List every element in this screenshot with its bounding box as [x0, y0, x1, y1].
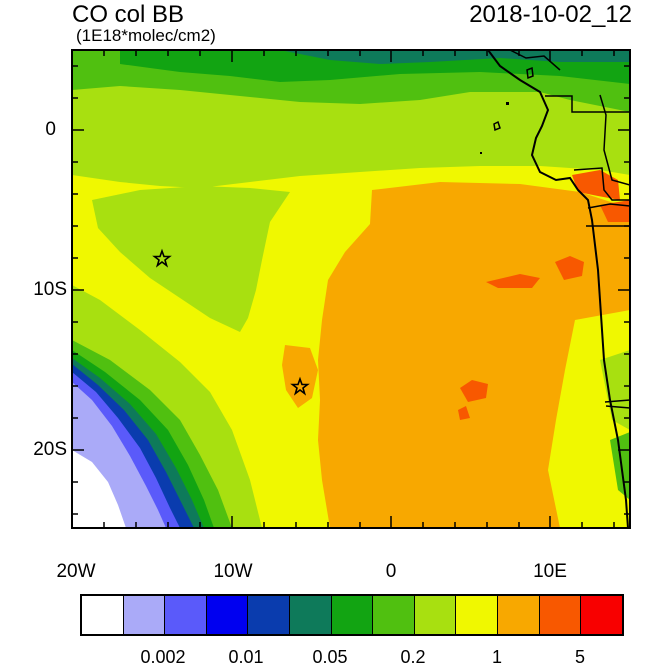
patch-dark-orange-4 [458, 406, 470, 420]
border-1 [545, 95, 630, 113]
colorbar-box [456, 596, 499, 634]
lon-label-10e: 10E [533, 561, 567, 582]
colorbar-box [165, 596, 207, 634]
colorbar-label-1: 1 [491, 647, 502, 667]
border-3 [573, 167, 630, 201]
border-2 [599, 94, 630, 186]
patch-dark-orange-1 [555, 256, 584, 280]
lat-label-0: 0 [45, 119, 56, 140]
island-2 [493, 120, 501, 132]
map-panel [71, 49, 631, 529]
lon-label-0: 0 [385, 561, 397, 582]
star-marker-1 [152, 248, 172, 268]
colorbar-box [248, 596, 291, 634]
sw-white [72, 450, 126, 528]
island-3 [506, 102, 509, 105]
patch-dark-orange-2 [486, 274, 540, 288]
plot-title: CO col BB [72, 1, 185, 28]
island-1 [526, 66, 534, 80]
colorbar-box [498, 596, 540, 634]
colorbar-box [581, 596, 622, 634]
units-label: (1E18*molec/cm2) [76, 26, 216, 45]
island-4 [480, 152, 482, 154]
colorbar-box [123, 596, 166, 634]
colorbar-box [373, 596, 415, 634]
star-marker-2 [290, 376, 310, 396]
patch-dark-orange-3 [460, 380, 488, 402]
colorbar [80, 594, 624, 636]
land-green-2 [610, 432, 630, 500]
colorbar-box [82, 596, 124, 634]
patch-dark-orange-5 [572, 170, 620, 200]
region-orange [318, 182, 630, 528]
colorbar-box [290, 596, 332, 634]
lon-label-10w: 10W [213, 561, 253, 582]
colorbar-label-0002: 0.002 [140, 647, 186, 667]
region-orange-spot [282, 345, 318, 408]
lon-label-20w: 20W [56, 561, 96, 582]
colorbar-box [206, 596, 249, 634]
border-5 [604, 399, 630, 409]
band-north-mid-green [120, 50, 630, 84]
colorbar-label-005: 0.05 [312, 647, 348, 667]
region-green-tongue [92, 186, 290, 332]
border-6 [509, 50, 561, 71]
colorbar-label-001: 0.01 [228, 647, 264, 667]
band-north-teal [280, 50, 630, 64]
valid-time: 2018-10-02_12 [469, 1, 632, 28]
land-green [600, 350, 630, 430]
field-layers [72, 50, 630, 528]
colorbar-box [414, 596, 457, 634]
colorbar-box [331, 596, 374, 634]
colorbar-label-02: 0.2 [400, 647, 426, 667]
axis-ticks [72, 50, 630, 528]
colorbar-box [539, 596, 582, 634]
colorbar-label-5: 5 [574, 647, 585, 667]
lat-label-10s: 10S [33, 279, 67, 300]
map-frame [71, 49, 631, 529]
lat-label-20s: 20S [33, 439, 67, 460]
border-4 [586, 203, 630, 227]
